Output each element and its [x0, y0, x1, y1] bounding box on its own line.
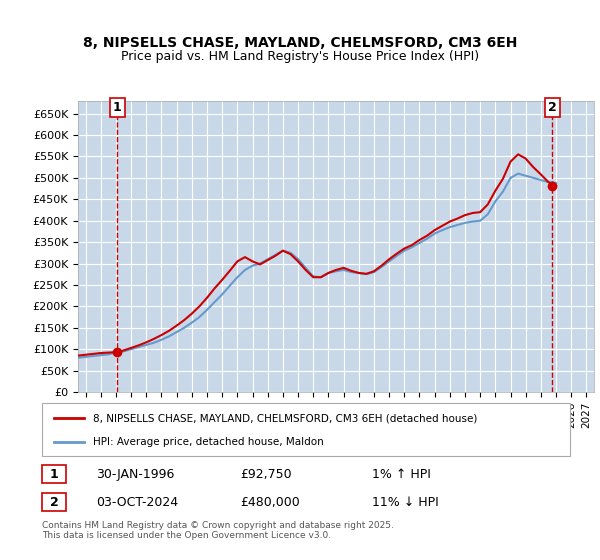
- Text: 1% ↑ HPI: 1% ↑ HPI: [372, 468, 431, 481]
- Text: Price paid vs. HM Land Registry's House Price Index (HPI): Price paid vs. HM Land Registry's House …: [121, 50, 479, 63]
- Text: 30-JAN-1996: 30-JAN-1996: [96, 468, 175, 481]
- Text: 03-OCT-2024: 03-OCT-2024: [96, 496, 178, 509]
- Text: £92,750: £92,750: [240, 468, 292, 481]
- Text: 11% ↓ HPI: 11% ↓ HPI: [372, 496, 439, 509]
- Text: HPI: Average price, detached house, Maldon: HPI: Average price, detached house, Mald…: [93, 437, 324, 447]
- Text: £480,000: £480,000: [240, 496, 300, 509]
- Text: 1: 1: [50, 468, 58, 481]
- Text: 1: 1: [113, 101, 122, 114]
- Text: 8, NIPSELLS CHASE, MAYLAND, CHELMSFORD, CM3 6EH: 8, NIPSELLS CHASE, MAYLAND, CHELMSFORD, …: [83, 36, 517, 50]
- Text: Contains HM Land Registry data © Crown copyright and database right 2025.
This d: Contains HM Land Registry data © Crown c…: [42, 521, 394, 540]
- Text: 2: 2: [50, 496, 58, 509]
- Text: 2: 2: [548, 101, 557, 114]
- Text: 8, NIPSELLS CHASE, MAYLAND, CHELMSFORD, CM3 6EH (detached house): 8, NIPSELLS CHASE, MAYLAND, CHELMSFORD, …: [93, 413, 478, 423]
